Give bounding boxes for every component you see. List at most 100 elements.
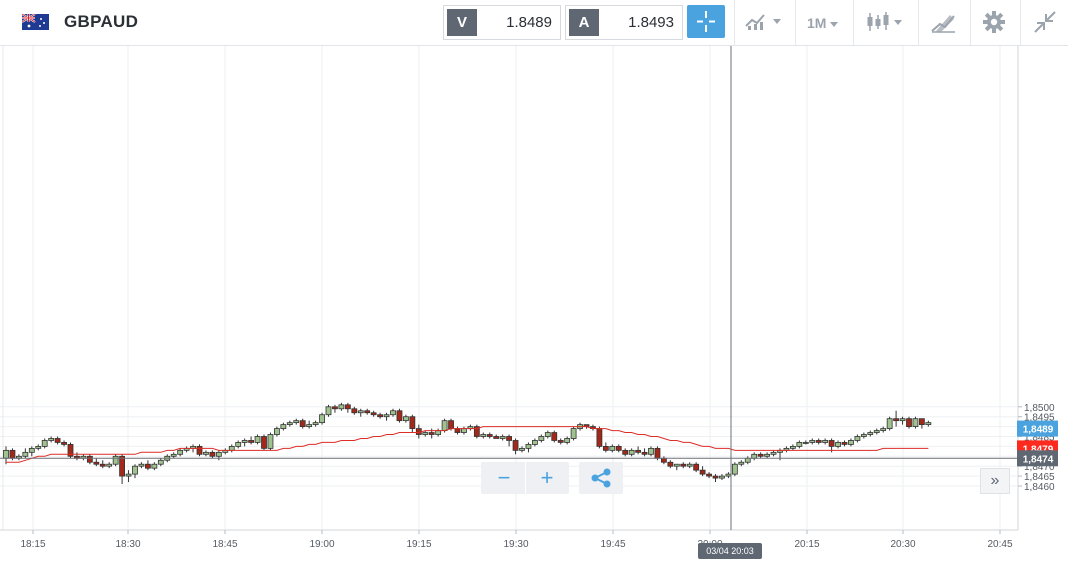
collapse-button[interactable]: [1033, 10, 1057, 37]
indicators-button[interactable]: [745, 11, 781, 31]
candle: [790, 444, 796, 451]
candle: [899, 416, 906, 425]
candle: [286, 420, 293, 427]
candle-body: [370, 412, 377, 416]
price-label-text: 1,8474: [1023, 454, 1054, 465]
candle: [170, 452, 177, 459]
candle-body: [132, 465, 138, 475]
candle-body: [860, 434, 867, 437]
candle: [402, 414, 409, 423]
candle-body: [138, 463, 145, 467]
candle-body: [177, 449, 184, 455]
candle: [635, 446, 641, 455]
chevron-down-icon: [773, 18, 781, 24]
candle: [712, 474, 719, 483]
candle: [461, 426, 467, 435]
candle-body: [273, 428, 280, 435]
candle-body: [480, 434, 487, 437]
candle: [893, 410, 899, 427]
candle: [80, 454, 87, 461]
candle-body: [602, 445, 609, 451]
candle: [54, 436, 61, 445]
candle: [409, 414, 416, 433]
x-tick-label: 18:30: [115, 539, 140, 550]
x-tick-label: 19:30: [503, 539, 528, 550]
zoom-in-button[interactable]: +: [540, 465, 554, 490]
chart-type-button[interactable]: [866, 11, 902, 33]
candle-body: [99, 463, 106, 467]
candle: [667, 460, 674, 469]
candle: [532, 438, 538, 447]
candle-body: [551, 432, 558, 441]
candle-body: [351, 408, 358, 414]
candle: [15, 454, 22, 461]
sell-price-button[interactable]: V 1.8489: [443, 5, 561, 40]
candle-body: [802, 442, 809, 444]
candle-body: [538, 436, 545, 441]
candle-body: [751, 453, 758, 459]
y-tick-label: 1,8485: [1024, 433, 1055, 444]
candle-body: [641, 451, 648, 455]
x-tick-label: 18:15: [20, 539, 45, 550]
candle: [628, 448, 635, 457]
candle: [422, 430, 429, 437]
candle: [699, 466, 706, 477]
price-label-text: 1,8479: [1023, 444, 1054, 455]
candle: [86, 454, 93, 465]
candle-body: [512, 440, 519, 451]
candle-body: [151, 463, 158, 469]
candle: [338, 402, 345, 411]
candle-body: [461, 428, 467, 433]
candle: [454, 426, 461, 435]
buy-price-button[interactable]: A 1.8493: [565, 5, 683, 40]
candle: [267, 432, 274, 451]
candle: [364, 408, 371, 415]
candle-body: [41, 440, 48, 447]
candle: [93, 458, 100, 467]
candle: [151, 462, 158, 471]
candle-body: [435, 430, 442, 435]
candle-body: [899, 418, 906, 422]
candle-body: [396, 410, 403, 422]
candle: [248, 436, 255, 445]
candle-body: [699, 469, 706, 475]
candle: [680, 462, 687, 469]
candle-body: [486, 434, 493, 437]
candle: [835, 440, 841, 449]
candle-body: [390, 410, 396, 416]
price-label-bg: [1017, 450, 1058, 467]
candle-body: [873, 430, 880, 433]
candle: [744, 456, 751, 465]
candle-body: [28, 447, 35, 453]
candle: [41, 438, 48, 449]
candle: [854, 434, 861, 443]
candle: [254, 434, 261, 445]
crosshair-button[interactable]: [687, 5, 725, 38]
sell-price: 1.8489: [506, 14, 552, 31]
candle: [873, 428, 880, 435]
candle: [203, 450, 209, 457]
instrument-symbol: GBPAUD: [64, 12, 139, 31]
candle-body: [654, 447, 661, 459]
candle-body: [609, 445, 616, 451]
candle: [319, 412, 325, 425]
candle: [383, 412, 390, 421]
candle: [622, 448, 629, 457]
candle-body: [377, 414, 384, 418]
candle-body: [235, 442, 242, 447]
candle: [596, 426, 603, 449]
candle-body: [841, 442, 848, 445]
candle-body: [493, 436, 500, 439]
x-tick-label: 19:45: [600, 539, 625, 550]
scroll-forward-button[interactable]: »: [980, 468, 1010, 494]
zoom-out-button[interactable]: −: [497, 465, 511, 490]
timeframe-button[interactable]: 1M: [807, 15, 839, 31]
price-label-bg: [1017, 420, 1058, 437]
toolbar-separator: [734, 0, 735, 46]
candle-body: [886, 418, 893, 429]
candle-body: [757, 453, 764, 457]
settings-button[interactable]: [982, 10, 1006, 37]
candle: [570, 426, 577, 441]
share-button[interactable]: [579, 462, 623, 494]
drawing-tools-button[interactable]: [930, 11, 956, 36]
